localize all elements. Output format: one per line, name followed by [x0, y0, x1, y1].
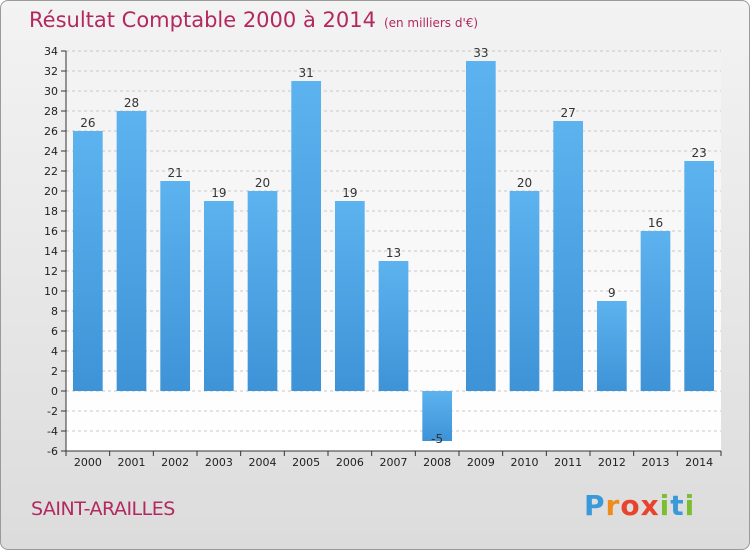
data-label-2004: 20 [255, 176, 270, 190]
y-tick-label: 26 [44, 125, 58, 138]
logo-letter: P [584, 489, 606, 522]
x-tick-label-2001: 2001 [118, 456, 146, 469]
bar-2004 [247, 191, 278, 391]
bar-2002 [160, 181, 191, 391]
data-label-2011: 27 [561, 106, 576, 120]
bar-2000 [72, 131, 103, 391]
x-tick-label-2014: 2014 [685, 456, 713, 469]
y-tick-label: 10 [44, 285, 58, 298]
x-tick-label-2009: 2009 [467, 456, 495, 469]
x-tick-label-2012: 2012 [598, 456, 626, 469]
bar-2003 [203, 201, 234, 391]
x-tick-label-2013: 2013 [642, 456, 670, 469]
y-tick-label: 12 [44, 265, 58, 278]
data-label-2003: 19 [211, 186, 226, 200]
bar-2010 [509, 191, 540, 391]
logo-letter: i [684, 489, 696, 522]
data-label-2005: 31 [299, 66, 314, 80]
x-tick-label-2005: 2005 [292, 456, 320, 469]
data-label-2001: 28 [124, 96, 139, 110]
chart-subtitle: (en milliers d'€) [383, 16, 479, 30]
y-tick-label: 0 [51, 385, 58, 398]
bar-2012 [596, 301, 627, 391]
y-tick-label: -2 [47, 405, 58, 418]
data-label-2006: 19 [342, 186, 357, 200]
data-label-2008: -5 [431, 432, 443, 446]
data-label-2000: 26 [80, 116, 95, 130]
x-tick-label-2010: 2010 [511, 456, 539, 469]
y-tick-label: -4 [47, 425, 58, 438]
x-tick-label-2000: 2000 [74, 456, 102, 469]
bar-2006 [334, 201, 365, 391]
logo-letter: x [640, 489, 660, 522]
commune-name: SAINT-ARAILLES [31, 498, 175, 520]
bar-2011 [553, 121, 584, 391]
chart-title-block: Résultat Comptable 2000 à 2014 (en millie… [29, 8, 478, 32]
x-tick-label-2004: 2004 [249, 456, 277, 469]
x-tick-label-2007: 2007 [380, 456, 408, 469]
y-tick-label: 14 [44, 245, 58, 258]
logo-letter: o [620, 489, 641, 522]
y-tick-label: 22 [44, 165, 58, 178]
y-tick-label: 20 [44, 185, 58, 198]
x-tick-label-2011: 2011 [554, 456, 582, 469]
y-tick-label: 34 [44, 45, 58, 58]
y-tick-label: -6 [47, 445, 58, 458]
data-label-2013: 16 [648, 216, 663, 230]
logo-letter: t [670, 489, 685, 522]
bar-2008 [422, 391, 453, 441]
y-tick-label: 8 [51, 305, 58, 318]
bar-2007 [378, 261, 409, 391]
bar-2009 [465, 61, 496, 391]
data-label-2014: 23 [692, 146, 707, 160]
x-tick-label-2002: 2002 [161, 456, 189, 469]
y-tick-label: 30 [44, 85, 58, 98]
data-label-2012: 9 [608, 286, 616, 300]
x-tick-label-2006: 2006 [336, 456, 364, 469]
y-tick-label: 6 [51, 325, 58, 338]
data-label-2007: 13 [386, 246, 401, 260]
data-label-2009: 33 [473, 46, 488, 60]
bar-2013 [640, 231, 671, 391]
y-tick-label: 4 [51, 345, 58, 358]
bar-2014 [684, 161, 715, 391]
x-tick-label-2003: 2003 [205, 456, 233, 469]
data-label-2002: 21 [168, 166, 183, 180]
logo-letter: i [659, 489, 671, 522]
proxiti-logo: Proxiti [584, 489, 695, 522]
y-tick-label: 28 [44, 105, 58, 118]
bar-2005 [291, 81, 322, 391]
x-tick-label-2008: 2008 [423, 456, 451, 469]
y-tick-label: 32 [44, 65, 58, 78]
chart-title: Résultat Comptable 2000 à 2014 [29, 8, 376, 32]
y-tick-label: 24 [44, 145, 58, 158]
y-tick-label: 16 [44, 225, 58, 238]
logo-letter: r [605, 489, 621, 522]
data-label-2010: 20 [517, 176, 532, 190]
y-tick-label: 18 [44, 205, 58, 218]
bar-2001 [116, 111, 147, 391]
y-tick-label: 2 [51, 365, 58, 378]
